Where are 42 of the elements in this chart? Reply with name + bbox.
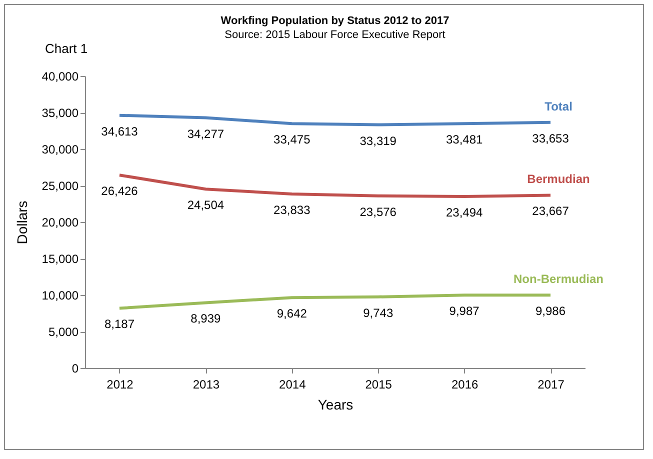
y-axis-title: Dollars (14, 200, 30, 244)
data-label: 9,987 (449, 304, 480, 318)
x-tick-label: 2013 (192, 378, 220, 392)
data-label: 9,986 (536, 304, 566, 318)
data-label: 23,494 (446, 205, 483, 220)
data-label: 23,833 (274, 203, 311, 218)
y-tick-label: 10,000 (42, 288, 79, 302)
x-tick-label: 2012 (106, 378, 134, 392)
line-series (118, 114, 552, 126)
y-tick-label: 40,000 (42, 70, 79, 84)
chart-title: Workfing Population by Status 2012 to 2017 (220, 15, 450, 27)
data-label: 24,504 (187, 198, 224, 212)
y-tick-label: 35,000 (42, 106, 79, 120)
x-tick-label: 2016 (451, 378, 478, 392)
y-tick-label: 25,000 (42, 179, 79, 193)
x-tick-label: 2015 (365, 378, 392, 392)
data-label: 23,576 (360, 204, 397, 219)
data-label: 34,277 (187, 126, 224, 141)
data-label: 34,613 (101, 124, 138, 138)
data-label: 33,481 (446, 132, 483, 147)
data-label: 8,187 (104, 317, 135, 332)
data-label: 9,642 (276, 306, 308, 321)
series-label: Bermudian (527, 172, 590, 186)
data-label: 33,653 (532, 131, 570, 146)
y-tick-label: 20,000 (42, 216, 79, 230)
x-axis-title: Years (318, 396, 354, 412)
y-tick-label: 0 (72, 362, 79, 376)
data-label: 33,475 (274, 132, 311, 147)
y-tick-label: 5,000 (48, 325, 79, 339)
series-label: Non-Bermudian (514, 272, 604, 286)
data-label: 26,426 (101, 184, 138, 198)
data-label: 33,319 (360, 134, 397, 148)
chart-subtitle: Source: 2015 Labour Force Executive Report (224, 29, 446, 41)
y-tick-label: 30,000 (42, 142, 79, 156)
series-label: Total (544, 99, 572, 114)
x-tick-label: 2017 (538, 378, 565, 392)
caption: Chart 1 (45, 41, 88, 56)
x-tick-label: 2014 (279, 378, 306, 392)
data-label: 23,667 (532, 204, 570, 218)
y-tick-label: 15,000 (42, 252, 79, 266)
data-label: 8,939 (190, 312, 222, 326)
data-label: 9,743 (363, 306, 394, 320)
